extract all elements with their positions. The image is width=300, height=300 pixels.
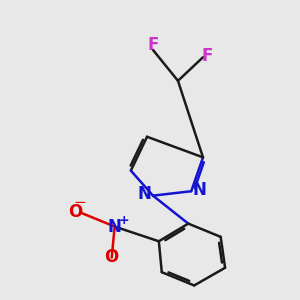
Text: F: F bbox=[147, 37, 159, 55]
Text: +: + bbox=[119, 214, 129, 226]
Text: N: N bbox=[108, 218, 122, 236]
Text: N: N bbox=[138, 185, 152, 203]
Text: O: O bbox=[68, 203, 82, 221]
Text: N: N bbox=[193, 181, 206, 199]
Text: O: O bbox=[105, 248, 119, 266]
Text: F: F bbox=[202, 47, 213, 65]
Text: −: − bbox=[73, 195, 86, 210]
